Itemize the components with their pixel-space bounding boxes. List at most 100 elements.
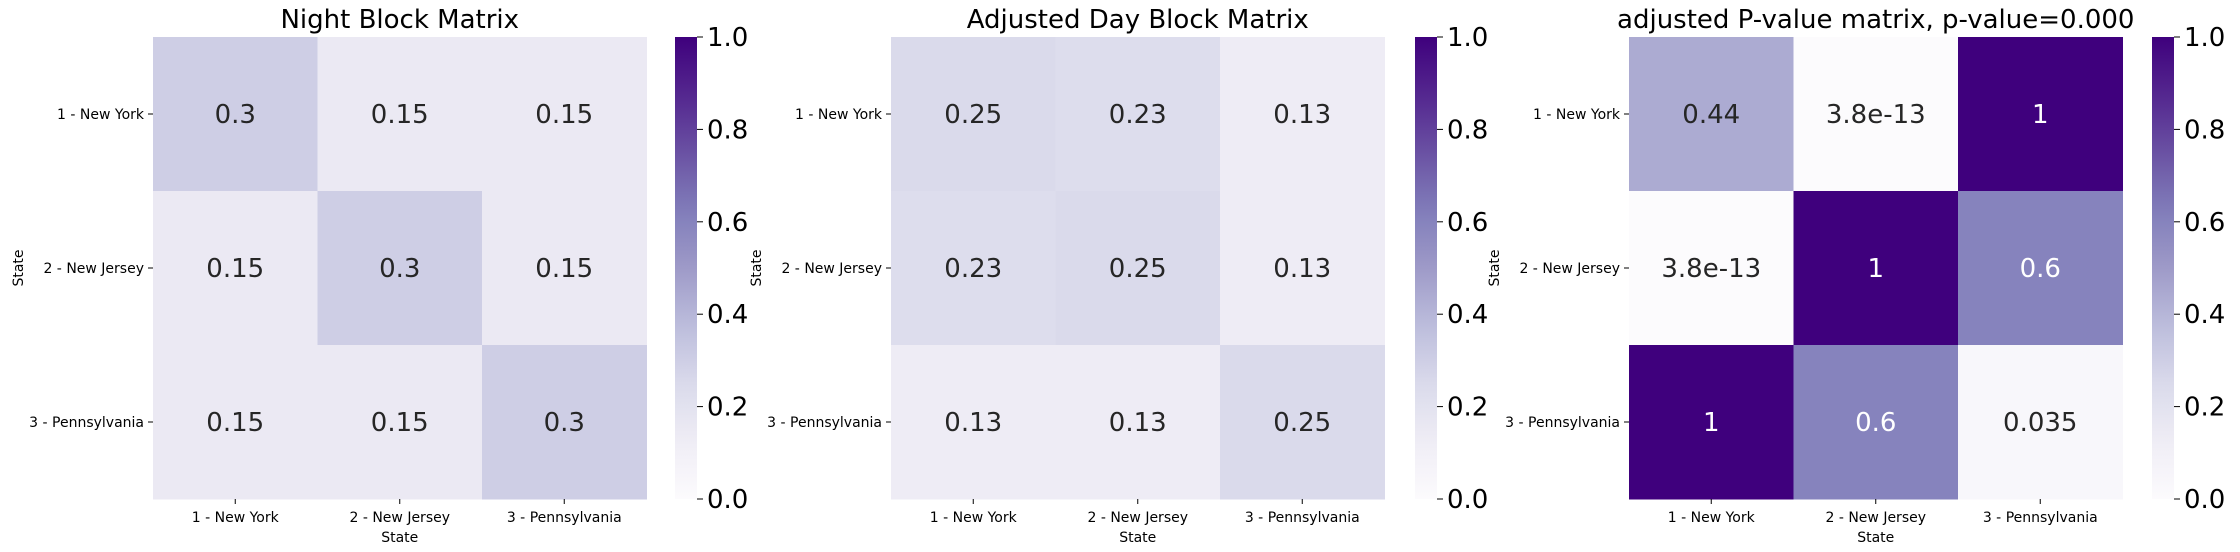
cell-annotation: 3.8e-13 [1826,100,1926,130]
cell-annotation: 0.6 [1855,408,1896,438]
cell-annotation: 1 [2032,100,2049,130]
y-tick-label: 1 - New York [1533,107,1621,123]
cell-annotation: 0.15 [206,408,264,438]
cell-annotation: 0.25 [1109,254,1167,284]
cell-annotation: 0.23 [944,254,1002,284]
x-tick-label: 1 - New York [930,510,1018,526]
colorbar-tick-label: 0.4 [1447,300,1488,330]
heatmap-cell [891,191,1056,346]
heatmap-cell [317,191,483,346]
colorbar-tick-label: 0.6 [2184,208,2225,238]
y-tick-label: 2 - New Jersey [1519,261,1620,277]
heatmap-cell [1629,345,1794,500]
heatmap-cell [891,345,1056,500]
heatmap-cell [1055,191,1221,346]
colorbar [1415,37,1437,499]
y-tick-label: 2 - New Jersey [43,261,144,277]
colorbar-tick-label: 0.8 [707,115,748,145]
cell-annotation: 0.15 [535,100,593,130]
cell-annotation: 0.15 [535,254,593,284]
heatmap-cell [891,37,1056,192]
heatmap-cell [1793,345,1959,500]
heatmap-panel-1: Night Block Matrix 0.3 0.15 0.15 0.15 0.3 0.15… [11,5,748,546]
colorbar-tick-label: 0.6 [707,208,748,238]
colorbar [675,37,697,499]
colorbar-tick-label: 0.8 [1447,115,1488,145]
cell-annotation: 0.6 [2020,254,2061,284]
x-tick-label: 2 - New Jersey [349,510,450,526]
cell-annotation: 0.13 [1273,254,1331,284]
colorbar-tick-label: 0.2 [2184,393,2225,423]
colorbar-tick-label: 0.2 [1447,393,1488,423]
heatmap-cell [153,37,318,192]
cell-annotation: 0.3 [215,100,256,130]
heatmap-cell [482,191,647,346]
y-axis-label: State [749,249,765,286]
cell-annotation: 0.3 [379,254,420,284]
colorbar-tick-label: 0.0 [1447,485,1488,515]
heatmap-panel-3: adjusted P-value matrix, p-value=0.000 0.… [1487,5,2225,546]
cell-annotation: 0.15 [371,408,429,438]
x-axis-label: State [381,530,418,546]
y-tick-label: 2 - New Jersey [781,261,882,277]
x-axis-label: State [1857,530,1894,546]
cell-annotation: 0.13 [944,408,1002,438]
heatmap-cell [1055,345,1221,500]
heatmap-cell [317,345,483,500]
cell-annotation: 0.13 [1273,100,1331,130]
colorbar-tick-label: 0.4 [707,300,748,330]
cell-annotation: 0.035 [2003,408,2077,438]
colorbar-tick-label: 0.0 [2184,485,2225,515]
cell-annotation: 1 [1703,408,1720,438]
cell-annotation: 3.8e-13 [1661,254,1761,284]
heatmap-cell [1220,191,1385,346]
cell-annotation: 0.23 [1109,100,1167,130]
colorbar-tick-label: 1.0 [2184,23,2225,53]
heatmap-cell [317,37,483,192]
x-tick-label: 1 - New York [192,510,280,526]
cell-annotation: 0.25 [944,100,1002,130]
cell-annotation: 0.44 [1682,100,1740,130]
y-tick-label: 3 - Pennsylvania [29,415,144,431]
heatmap-cell [1958,37,2123,192]
x-tick-label: 3 - Pennsylvania [507,510,622,526]
heatmap-cell [1220,37,1385,192]
y-tick-label: 1 - New York [57,107,145,123]
heatmap-cell [1629,191,1794,346]
heatmap-cell [1220,345,1385,500]
colorbar-tick-label: 1.0 [707,23,748,53]
colorbar-tick-label: 0.0 [707,485,748,515]
heatmap-cell [1793,191,1959,346]
x-axis-label: State [1119,530,1156,546]
heatmap-cell [153,191,318,346]
cell-annotation: 1 [1867,254,1884,284]
heatmap-cell [482,345,647,500]
colorbar-tick-label: 1.0 [1447,23,1488,53]
heatmap-cell [1793,37,1959,192]
colorbar-tick-label: 0.2 [707,393,748,423]
cell-annotation: 0.3 [544,408,585,438]
cell-annotation: 0.25 [1273,408,1331,438]
colorbar-tick-label: 0.4 [2184,300,2225,330]
x-tick-label: 3 - Pennsylvania [1983,510,2098,526]
colorbar [2152,37,2174,499]
x-tick-label: 2 - New Jersey [1087,510,1188,526]
y-tick-label: 3 - Pennsylvania [767,415,882,431]
cell-annotation: 0.15 [371,100,429,130]
chart-title: adjusted P-value matrix, p-value=0.000 [1617,5,2134,35]
heatmap-cell [153,345,318,500]
heatmap-cell [482,37,647,192]
chart-title: Adjusted Day Block Matrix [967,5,1309,35]
y-axis-label: State [1487,249,1503,286]
heatmap-cell [1629,37,1794,192]
heatmap-cell [1055,37,1221,192]
y-axis-label: State [11,249,27,286]
cell-annotation: 0.13 [1109,408,1167,438]
x-tick-label: 1 - New York [1668,510,1756,526]
colorbar-tick-label: 0.8 [2184,115,2225,145]
y-tick-label: 1 - New York [795,107,883,123]
y-tick-label: 3 - Pennsylvania [1505,415,1620,431]
x-tick-label: 2 - New Jersey [1825,510,1926,526]
